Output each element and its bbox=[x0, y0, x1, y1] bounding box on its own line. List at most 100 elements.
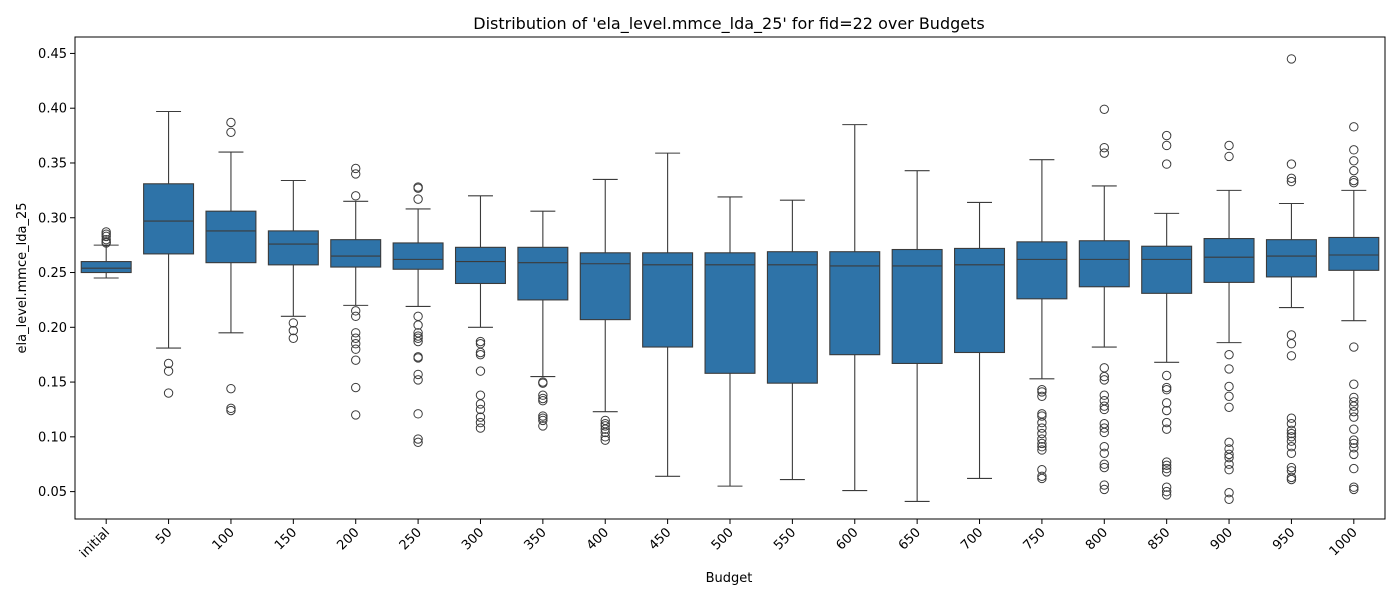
outlier-point bbox=[600, 432, 610, 442]
outlier-point bbox=[351, 410, 361, 420]
outlier-point bbox=[226, 403, 236, 414]
outlier-point bbox=[1286, 436, 1297, 446]
outlier-point bbox=[1349, 424, 1359, 434]
outlier-point bbox=[475, 417, 486, 428]
outlier-point bbox=[1286, 176, 1297, 187]
outlier-point bbox=[413, 409, 423, 419]
outlier-point bbox=[1037, 471, 1047, 481]
outlier-point bbox=[1224, 391, 1234, 402]
y-tick-label: 0.45 bbox=[38, 47, 67, 62]
outlier-point bbox=[1037, 385, 1047, 395]
outlier-point bbox=[1349, 392, 1359, 403]
outlier-point bbox=[1224, 402, 1234, 412]
outlier-point bbox=[1161, 398, 1172, 408]
outlier-point bbox=[1099, 148, 1109, 158]
outlier-point bbox=[1037, 442, 1047, 452]
outlier-point bbox=[1286, 418, 1297, 429]
y-tick-label: 0.40 bbox=[38, 102, 67, 117]
outlier-point bbox=[1099, 459, 1109, 469]
y-tick-label: 0.25 bbox=[38, 266, 67, 281]
outlier-point bbox=[1349, 412, 1359, 422]
iqr-box bbox=[642, 252, 694, 348]
outlier-point bbox=[1037, 434, 1047, 444]
outlier-point bbox=[1161, 159, 1172, 169]
outlier-point bbox=[1349, 145, 1359, 155]
outlier-point bbox=[1099, 104, 1109, 115]
x-axis: initial 50 100 150 200 250 300 350 400 450 500 550 6… bbox=[77, 519, 1361, 561]
x-tick-label: 850 bbox=[1145, 525, 1173, 553]
outlier-point bbox=[413, 320, 423, 330]
outlier-point bbox=[1349, 484, 1359, 495]
iqr-box bbox=[80, 261, 132, 274]
outlier-point bbox=[101, 237, 111, 247]
outlier-point bbox=[475, 412, 486, 422]
outlier-point bbox=[1349, 342, 1359, 352]
outlier-point bbox=[163, 366, 174, 376]
outlier-point bbox=[1349, 397, 1359, 407]
outlier-point bbox=[1224, 444, 1234, 454]
outlier-point bbox=[1161, 457, 1172, 467]
outlier-point bbox=[475, 390, 486, 400]
outlier-point bbox=[351, 163, 361, 174]
outlier-point bbox=[1286, 474, 1297, 485]
outlier-point bbox=[1161, 130, 1172, 141]
outlier-point bbox=[351, 328, 361, 338]
boxes-layer bbox=[80, 54, 1380, 504]
outlier-point bbox=[1224, 364, 1234, 374]
outlier-point bbox=[1099, 448, 1109, 458]
iqr-box bbox=[766, 251, 818, 384]
outlier-point bbox=[1286, 54, 1297, 64]
outlier-point bbox=[600, 421, 610, 431]
outlier-point bbox=[226, 127, 236, 138]
outlier-point bbox=[351, 169, 361, 179]
outlier-point bbox=[1286, 425, 1297, 435]
x-axis-label: Budget bbox=[706, 571, 753, 586]
outlier-point bbox=[1037, 445, 1047, 455]
box-550 bbox=[766, 199, 818, 481]
outlier-point bbox=[413, 434, 423, 444]
outlier-point bbox=[1224, 381, 1234, 392]
iqr-box bbox=[579, 252, 631, 321]
outlier-point bbox=[226, 383, 236, 394]
x-tick-label: 950 bbox=[1270, 525, 1298, 553]
iqr-box bbox=[829, 251, 881, 356]
outlier-point bbox=[1286, 351, 1297, 361]
iqr-box bbox=[267, 230, 319, 266]
iqr-box bbox=[392, 242, 444, 270]
outlier-point bbox=[1161, 140, 1172, 151]
y-tick-label: 0.05 bbox=[38, 485, 67, 500]
outlier-point bbox=[1161, 490, 1172, 500]
box-750 bbox=[1016, 159, 1068, 484]
outlier-point bbox=[101, 234, 111, 245]
outlier-point bbox=[475, 366, 486, 376]
outlier-point bbox=[413, 369, 423, 380]
outlier-point bbox=[413, 311, 423, 322]
outlier-point bbox=[351, 191, 361, 201]
outlier-point bbox=[1161, 486, 1172, 497]
outlier-point bbox=[226, 117, 236, 128]
outlier-point bbox=[1099, 142, 1109, 153]
x-tick-label: 1000 bbox=[1327, 525, 1361, 559]
outlier-point bbox=[163, 358, 174, 369]
outlier-point bbox=[1349, 156, 1359, 166]
box-300 bbox=[454, 195, 506, 433]
box-100 bbox=[205, 117, 257, 416]
iqr-box bbox=[517, 246, 569, 301]
outlier-point bbox=[1099, 363, 1109, 373]
box-150 bbox=[267, 179, 319, 343]
outlier-point bbox=[1037, 465, 1047, 475]
outlier-point bbox=[1037, 438, 1047, 449]
outlier-point bbox=[1349, 177, 1359, 188]
outlier-point bbox=[351, 355, 361, 365]
outlier-point bbox=[1349, 122, 1359, 132]
outlier-point bbox=[1099, 442, 1109, 452]
box-1000 bbox=[1328, 122, 1380, 495]
outlier-point bbox=[288, 333, 299, 343]
outlier-point bbox=[1099, 484, 1109, 495]
x-tick-label: 750 bbox=[1021, 525, 1049, 553]
outlier-point bbox=[538, 390, 548, 400]
outlier-point bbox=[1037, 411, 1047, 421]
iqr-box bbox=[1203, 238, 1255, 283]
outlier-point bbox=[413, 375, 423, 385]
